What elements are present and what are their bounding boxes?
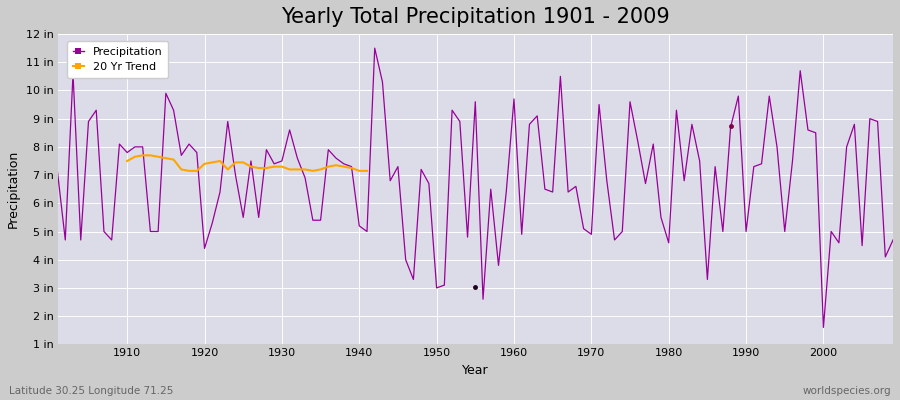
Text: Latitude 30.25 Longitude 71.25: Latitude 30.25 Longitude 71.25: [9, 386, 174, 396]
Title: Yearly Total Precipitation 1901 - 2009: Yearly Total Precipitation 1901 - 2009: [281, 7, 670, 27]
Legend: Precipitation, 20 Yr Trend: Precipitation, 20 Yr Trend: [68, 41, 168, 78]
X-axis label: Year: Year: [462, 364, 489, 377]
Text: worldspecies.org: worldspecies.org: [803, 386, 891, 396]
Y-axis label: Precipitation: Precipitation: [7, 150, 20, 228]
